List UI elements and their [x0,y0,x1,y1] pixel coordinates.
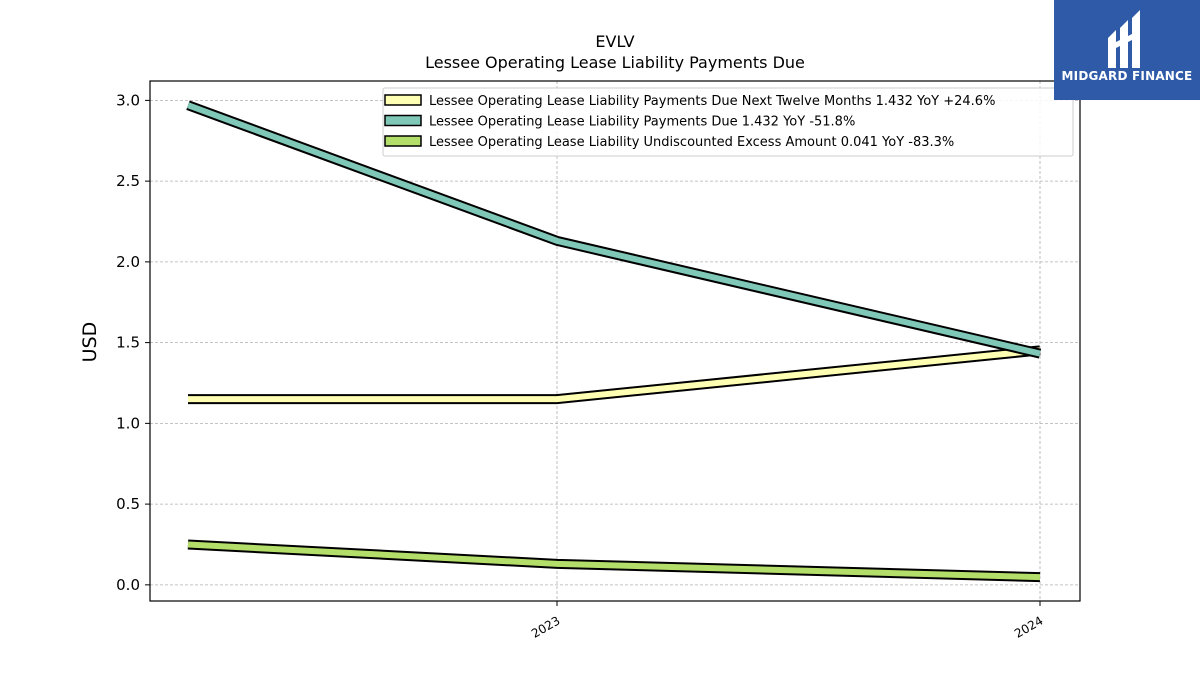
series-line-3 [187,541,1041,581]
y-axis-label: USD [79,322,101,363]
grid [150,81,1080,601]
series-line-2 [186,102,1041,357]
legend-entry: Lessee Operating Lease Liability Payment… [429,115,855,130]
logo-mark-icon [1108,10,1140,68]
legend-entry: Lessee Operating Lease Liability Undisco… [429,135,954,150]
legend-box [382,87,1074,157]
plot-frame [149,80,1081,602]
y-tick-label: 2.0 [116,253,140,271]
legend: Lessee Operating Lease Liability Payment… [382,87,1074,157]
series-line-1 [188,347,1041,403]
legend-swatch [384,114,422,127]
brand-name: MIDGARD FINANCE [1061,69,1193,83]
series-layer [186,100,1042,583]
y-tick-label: 2.5 [116,172,140,190]
y-tick-label: 0.5 [116,495,140,513]
y-tick-label: 1.0 [116,414,140,432]
legend-swatch [384,94,422,106]
legend-entry: Lessee Operating Lease Liability Payment… [429,94,995,109]
chart-title: EVLV [595,32,634,51]
legend-swatch [384,135,422,147]
y-tick-label: 3.0 [116,91,140,109]
brand-logo: MIDGARD FINANCE [1054,0,1200,100]
y-tick-label: 0.0 [116,576,140,594]
x-tick-label: 2023 [529,613,562,640]
chart-subtitle: Lessee Operating Lease Liability Payment… [425,53,805,72]
y-tick-label: 1.5 [116,334,140,352]
x-tick-label: 2024 [1012,613,1045,640]
